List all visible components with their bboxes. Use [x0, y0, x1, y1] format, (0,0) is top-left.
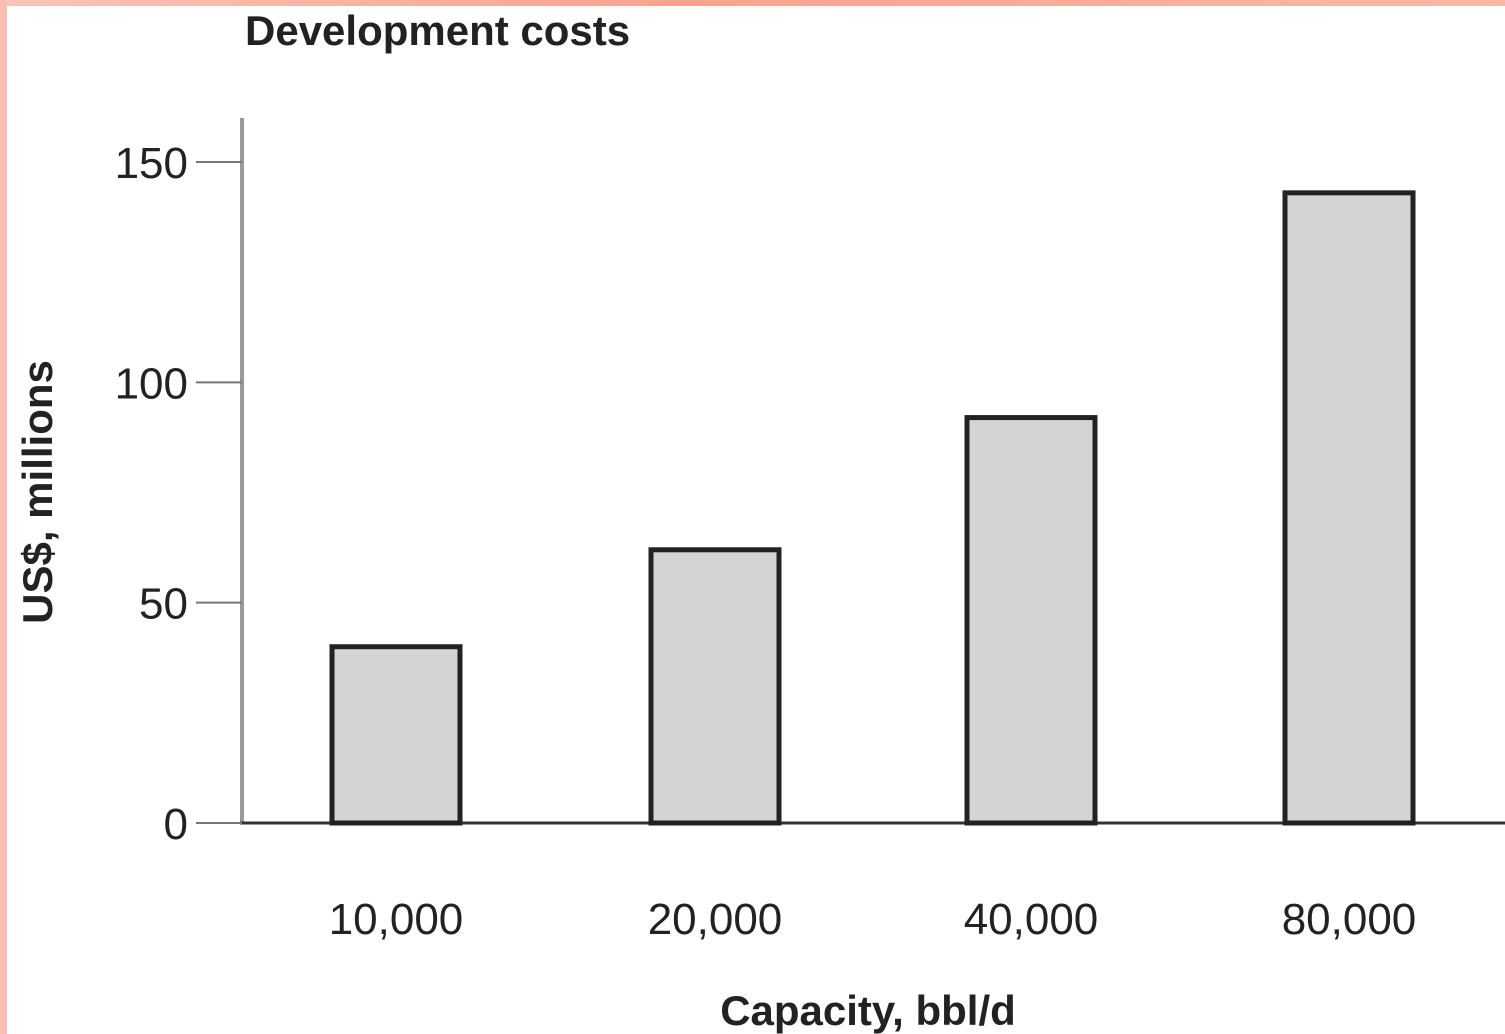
left-border [0, 0, 7, 1034]
y-ticks: 0 50 100 150 [115, 139, 242, 849]
bar-20000 [648, 547, 782, 826]
x-tick-label: 10,000 [329, 895, 464, 944]
x-categories: 10,000 20,000 40,000 80,000 [329, 895, 1417, 944]
y-tick-label: 0 [164, 800, 188, 849]
bar-10000 [329, 644, 463, 826]
y-tick-label: 100 [115, 359, 188, 408]
top-border [0, 0, 1505, 6]
bar-40000 [964, 415, 1098, 826]
y-tick-label: 50 [139, 580, 188, 629]
x-axis-label: Capacity, bbl/d [720, 987, 1016, 1034]
x-tick-label: 20,000 [648, 895, 783, 944]
bar-80000 [1282, 190, 1416, 826]
chart-title: Development costs [245, 7, 630, 54]
y-axis-label: US$, millions [14, 360, 61, 624]
x-tick-label: 80,000 [1282, 895, 1417, 944]
bars [329, 190, 1416, 826]
y-tick-label: 150 [115, 139, 188, 188]
x-tick-label: 40,000 [964, 895, 1099, 944]
